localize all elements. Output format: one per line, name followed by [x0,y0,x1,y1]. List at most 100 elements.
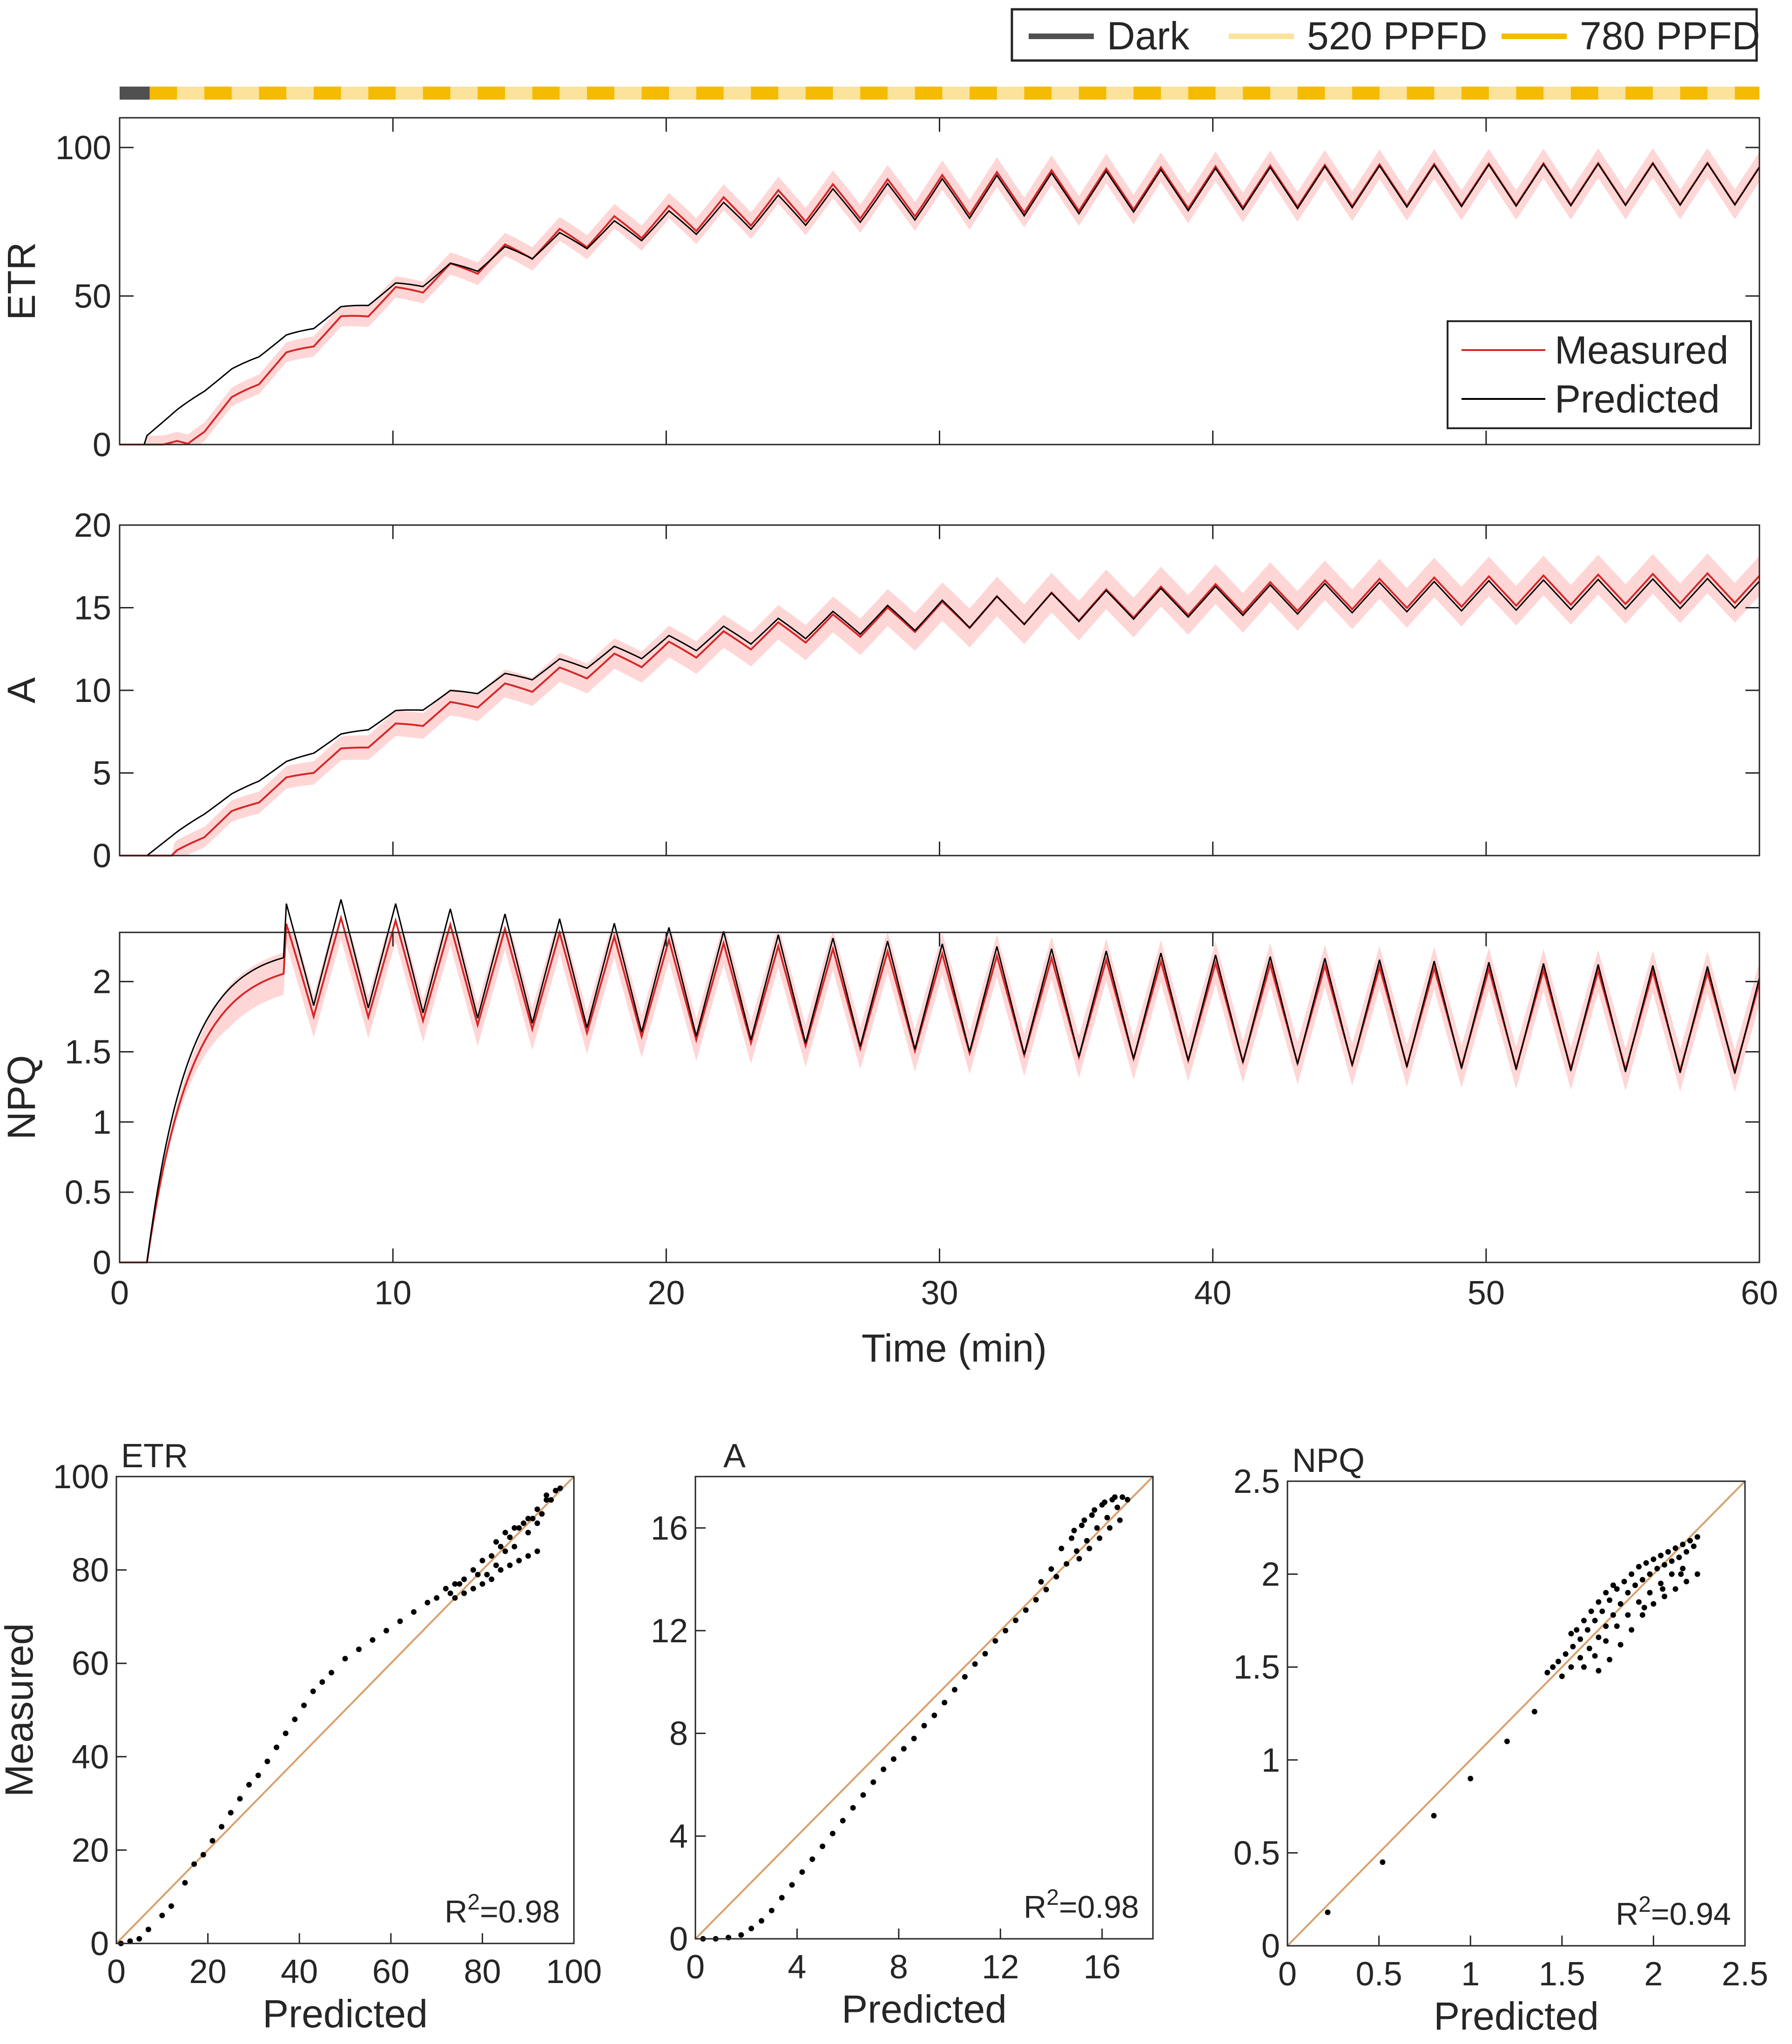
light-bar-high-segment [1078,87,1106,100]
light-bar-high-segment [970,87,997,100]
light-bar-high-segment [149,87,177,100]
x-tick-label: 0 [107,1953,126,1990]
scatter-point [356,1646,362,1653]
scatter-point [789,1882,795,1888]
scatter-point [1574,1627,1580,1633]
scatter-point [1603,1590,1609,1596]
scatter-point [1097,1535,1103,1541]
light-bar-high-segment [641,87,669,100]
scatter-point [329,1670,335,1676]
scatter-point [1043,1586,1049,1592]
scatter-point [342,1656,348,1662]
y-tick-label: 2 [1261,1556,1280,1593]
light-bar-high-segment [696,87,724,100]
scatter-point [301,1702,307,1708]
scatter-point [1607,1597,1613,1603]
measured-uncertainty-band [120,553,1759,856]
scatter-point [1094,1525,1100,1531]
scatter-point [557,1485,563,1491]
scatter-point [507,1562,513,1568]
scatter-point [1592,1653,1598,1659]
scatter-point [512,1525,518,1531]
light-bar-high-segment [1516,87,1544,100]
scatter-point [1607,1657,1613,1663]
scatter-point [237,1796,243,1802]
scatter-point [1694,1534,1700,1540]
scatter-point [424,1599,431,1606]
scatter-point [1563,1651,1569,1657]
legend-label-780: 780 PPFD [1580,14,1760,58]
scatter-point [1658,1552,1664,1558]
scatter-point [881,1766,887,1772]
scatter-point [1599,1608,1605,1614]
y-tick-label: 0 [93,837,111,875]
x-tick-label: 2.5 [1722,1956,1768,1993]
scatter-point [1614,1623,1620,1629]
light-bar-high-segment [313,87,341,100]
scatter-point [283,1730,289,1736]
scatter-point [799,1869,805,1875]
scatter-point [1577,1636,1583,1642]
scatter-point [1380,1859,1386,1865]
scatter-point [411,1609,417,1615]
y-tick-label: 1.5 [1233,1649,1280,1686]
etr-scatter-panel: 0 20 40 60 80 100 0 20 40 60 80 100 ETR Predicted Meas… [0,1437,602,2036]
scatter-point [525,1530,531,1536]
axes-box [694,1476,1154,1940]
scatter-point [1581,1618,1587,1624]
scatter-point [809,1856,815,1862]
scatter-point [502,1530,508,1536]
light-bar-high-segment [1570,87,1598,100]
scatter-point [1610,1582,1616,1588]
x-tick-label: 50 [1468,1275,1505,1312]
scatter-point [1053,1574,1059,1580]
scatter-point [1596,1634,1602,1640]
scatter-point [1669,1571,1675,1577]
light-bar-high-segment [1625,87,1653,100]
y-tick-label: 2.5 [1233,1463,1280,1500]
y-tick-label: 0.5 [1233,1835,1280,1872]
scatter-point [779,1895,785,1901]
scatter-point [1081,1517,1087,1523]
y-tick-label: 0 [93,1244,111,1282]
scatter-point [1632,1582,1638,1588]
scatter-point [1114,1504,1120,1511]
scatter-point [145,1926,151,1932]
scatter-point [534,1506,540,1512]
scatter-point [1610,1612,1616,1618]
scatter-point [1544,1670,1550,1676]
scatter-point [1586,1646,1592,1652]
scatter-point [1621,1579,1627,1585]
x-tick-label: 30 [921,1275,958,1312]
scatter-point [911,1735,917,1741]
scatter-point [479,1581,485,1587]
light-bar-high-segment [1188,87,1216,100]
scatter-point [1603,1623,1609,1629]
scatter-point [1687,1538,1693,1544]
light-bar-high-segment [1024,87,1052,100]
scatter-point [1104,1515,1110,1521]
scatter-point [274,1744,280,1750]
x-tick-label: 0.5 [1356,1956,1402,1993]
y-tick-label: 0.5 [65,1174,111,1211]
scatter-point [1636,1599,1642,1605]
scatter-point [850,1805,856,1811]
light-bar-high-segment [1243,87,1270,100]
measured-uncertainty-band [120,932,1759,1262]
a-timeseries-panel: 0 5 10 15 20 A [0,507,1760,875]
scatter-point [1658,1580,1664,1586]
x-axis-label: Predicted [263,1992,428,2036]
scatter-point [1431,1813,1437,1819]
axes-box [119,524,1760,857]
y-tick-label: 0 [669,1921,688,1958]
light-bar-high-segment [532,87,560,100]
series-legend-box [1447,320,1752,429]
scatter-point [758,1918,764,1924]
scatter-point [1091,1507,1098,1513]
light-bar-high-segment [915,87,943,100]
light-bar-high-segment [1407,87,1435,100]
scatter-point [1625,1590,1631,1596]
scatter-point [1048,1566,1054,1572]
light-bar-high-segment [1297,87,1325,100]
scatter-point [1079,1522,1085,1528]
